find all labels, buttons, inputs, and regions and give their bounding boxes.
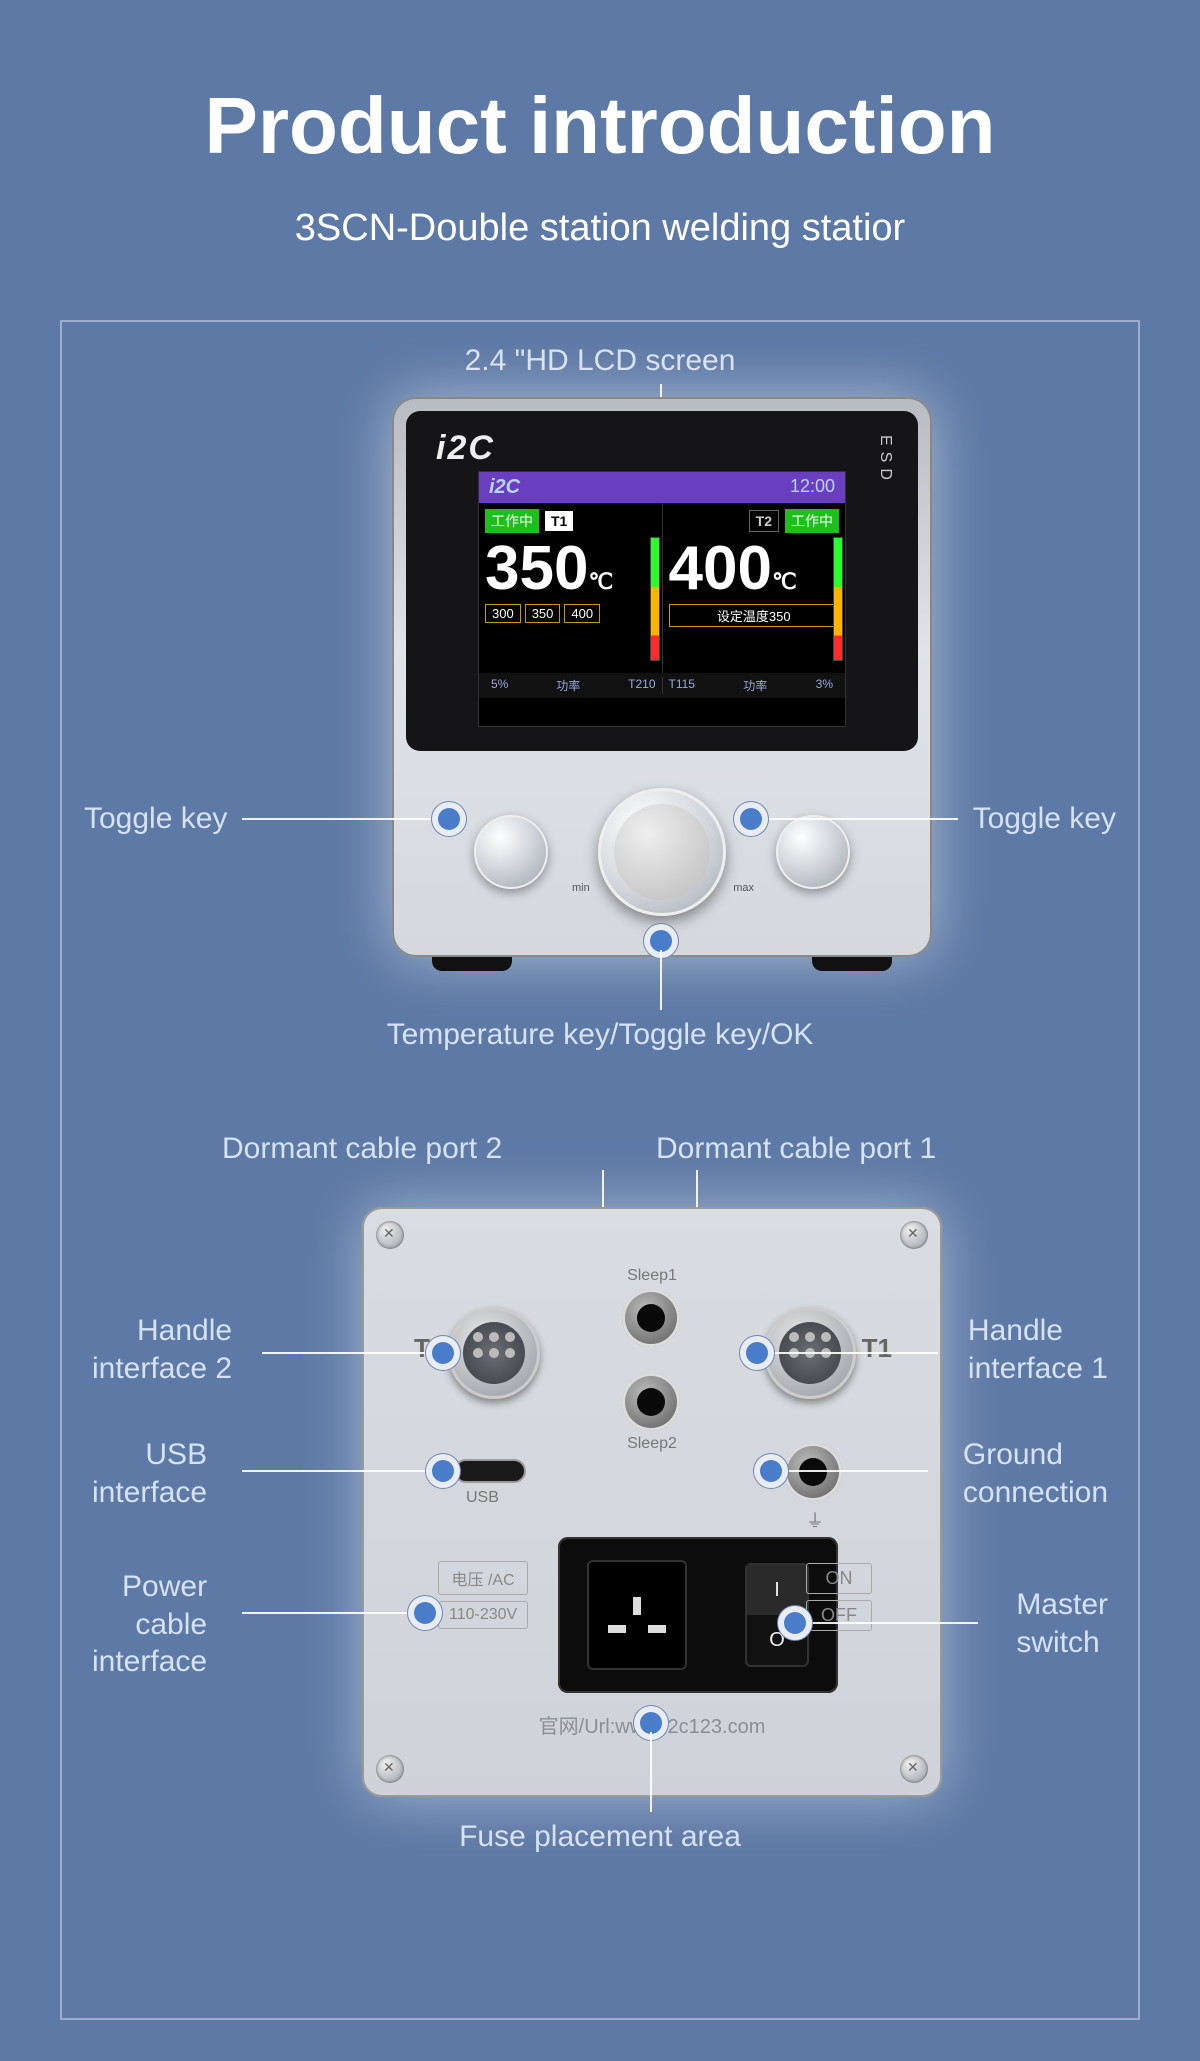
screw-icon [900, 1755, 928, 1783]
dot-gnd [760, 1460, 782, 1482]
presets-t1: 300 350 400 [485, 604, 656, 623]
page-subtitle: 3SCN-Double station welding statior [0, 207, 1200, 250]
label-dormant-2: Dormant cable port 2 [222, 1130, 502, 1168]
device-rear: T2 T1 Sleep1 Sleep2 ⏚ USB 电压 /AC 110-230… [362, 1207, 942, 1797]
diagram-frame: 2.4 "HD LCD screen i2C ESD i2C 12:00 工作中… [60, 320, 1140, 2020]
label-usb: USB interface [92, 1436, 207, 1511]
leader-temp-knob [660, 950, 662, 1010]
knob-max: max [733, 882, 754, 894]
label-handle-1: Handle interface 1 [968, 1312, 1108, 1387]
leader-toggle-left [242, 818, 442, 820]
dot-fuse [640, 1712, 662, 1734]
lcd-footer: 5% 功率 T210 T115 功率 3% [479, 673, 845, 698]
leader-switch [802, 1622, 978, 1624]
label-fuse: Fuse placement area [62, 1818, 1138, 1856]
lcd-logo: i2C [489, 476, 520, 499]
dot-usb [432, 1460, 454, 1482]
lcd-channel-2: T2 工作中 400 ℃ 设定温度350 [662, 503, 846, 673]
dot-temp-knob [650, 930, 672, 952]
label-lcd: 2.4 "HD LCD screen [62, 342, 1138, 380]
chan-t2: T2 [749, 510, 779, 532]
screen-bezel: i2C ESD i2C 12:00 工作中 T1 350 ℃ [406, 411, 918, 751]
dot-power [414, 1602, 436, 1624]
label-ground: Ground connection [963, 1436, 1108, 1511]
temp-unit-t1: ℃ [588, 569, 613, 595]
screw-icon [376, 1755, 404, 1783]
foot-right [812, 957, 892, 971]
controls: min max [392, 777, 932, 927]
leader-h1 [764, 1352, 938, 1354]
label-temp-knob: Temperature key/Toggle key/OK [62, 1016, 1138, 1054]
iec-inlet[interactable] [587, 1560, 687, 1670]
temp-unit-t2: ℃ [772, 569, 797, 595]
dot-h1 [746, 1342, 768, 1364]
lcd-screen: i2C 12:00 工作中 T1 350 ℃ 300 [478, 471, 846, 727]
chan-t1: T1 [545, 511, 573, 531]
status-t1: 工作中 [485, 509, 539, 533]
screw-icon [900, 1221, 928, 1249]
leader-fuse [650, 1732, 652, 1812]
ac-labels: 电压 /AC 110-230V [438, 1561, 528, 1635]
leader-gnd [778, 1470, 928, 1472]
page-title: Product introduction [0, 0, 1200, 172]
ground-icon: ⏚ [806, 1507, 824, 1533]
t1-label: T1 [862, 1333, 892, 1364]
label-power: Power cable interface [92, 1568, 207, 1681]
handle-port-2[interactable] [448, 1307, 540, 1399]
ground-port[interactable] [784, 1443, 842, 1501]
leader-usb [242, 1470, 436, 1472]
foot-left [432, 957, 512, 971]
leader-power [242, 1612, 418, 1614]
usb-port[interactable] [454, 1459, 526, 1483]
heat-bar-t1 [650, 537, 660, 661]
lcd-header: i2C 12:00 [479, 472, 845, 503]
set-temp-t2: 设定温度350 [669, 604, 840, 627]
usb-text: USB [466, 1489, 499, 1507]
heat-bar-t2 [833, 537, 843, 661]
esd-label: ESD [876, 435, 894, 486]
label-handle-2: Handle interface 2 [92, 1312, 232, 1387]
dot-toggle-left [438, 808, 460, 830]
temperature-knob[interactable]: min max [598, 788, 726, 916]
screw-icon [376, 1221, 404, 1249]
temp-t1: 350 [485, 533, 588, 604]
knob-min: min [572, 882, 590, 894]
onoff-labels: ON OFF [806, 1563, 872, 1637]
temp-t2: 400 [669, 533, 772, 604]
dot-switch [784, 1612, 806, 1634]
device-front: i2C ESD i2C 12:00 工作中 T1 350 ℃ [392, 397, 932, 957]
sleep2-text: Sleep2 [612, 1435, 692, 1453]
lcd-channel-1: 工作中 T1 350 ℃ 300 350 400 [479, 503, 662, 673]
brand-logo: i2C [436, 429, 495, 468]
label-toggle-right: Toggle key [973, 800, 1116, 838]
toggle-key-left[interactable] [474, 815, 548, 889]
label-dormant-1: Dormant cable port 1 [656, 1130, 936, 1168]
dot-h2 [432, 1342, 454, 1364]
sleep1-text: Sleep1 [612, 1267, 692, 1285]
label-toggle-left: Toggle key [84, 800, 227, 838]
sleep-port-1[interactable] [622, 1289, 680, 1347]
sleep-port-2[interactable] [622, 1373, 680, 1431]
label-switch: Master switch [1016, 1586, 1108, 1661]
toggle-key-right[interactable] [776, 815, 850, 889]
dot-toggle-right [740, 808, 762, 830]
status-t2: 工作中 [785, 509, 839, 533]
lcd-time: 12:00 [790, 476, 835, 499]
leader-h2 [262, 1352, 436, 1354]
leader-toggle-right [758, 818, 958, 820]
